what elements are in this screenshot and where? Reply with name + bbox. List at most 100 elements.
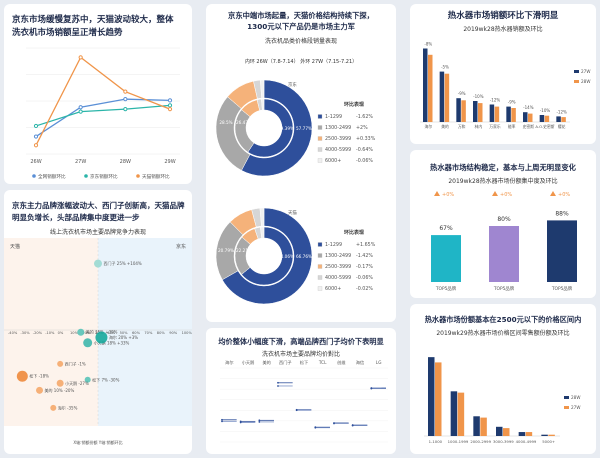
share-bar [450,391,458,436]
outer-label: 28.5% [219,120,232,125]
share-bar [428,357,435,436]
sales-bar [561,117,566,122]
x-tick-label: 海尔 [425,124,433,129]
legend-change: -0.17% [356,264,373,270]
outer-ring-slice [260,79,265,99]
card-title: 热水器市场销额环比下滑明显 [447,11,559,21]
card-price-structure: 京东中端市场起量，天猫价格结构持续下探， 1300元以下产品仍是市场主力军 洗衣… [206,4,396,322]
card-market-trend: 京东市场缓慢复苏中，天猫波动较大，整体 洗衣机市场销额呈正增长趋势 26W 27W… [4,4,192,184]
inner-label: 22.21% [236,248,252,253]
sales-bar [478,103,483,122]
card-title: 热水器市场结构稳定，基本与上周无明显变化 [430,163,576,172]
x-tick-label: 80% [157,331,166,335]
legend-name: 1-1299 [325,242,342,248]
up-arrow-icon [492,191,498,196]
donut-tag: 天猫 [288,209,297,216]
sales-bar [556,116,561,122]
legend-swatch [317,286,323,291]
sales-bar [544,115,550,122]
bubble-label: 海尔 -35% [58,404,78,410]
outer-label: 57.77% [296,126,312,131]
sales-bar [528,113,533,122]
concentration-bar [547,220,577,282]
jd-tag: 京东 [176,243,186,250]
data-point [78,55,83,60]
price-point [277,385,279,387]
x-tick-label: 小天鹅 [242,359,255,366]
card-title-line2: 洗衣机市场销额呈正增长趋势 [12,28,123,38]
bubble [56,379,64,387]
up-arrow-icon [434,191,440,196]
change-label: -12% [556,109,567,114]
change-label: -8% [424,42,432,47]
bubble [36,386,44,394]
inner-ring-slice [260,226,265,239]
value-label: 67% [439,225,453,232]
legend-name: 2500-3999 [325,264,351,270]
bubble-label: 松下 7% -30% [92,376,119,382]
share-bar [525,432,533,436]
inner-label: 64.06% [278,254,294,259]
legend-label: 28W [581,79,590,84]
sales-bar [494,106,500,122]
x-tick-label: 西门子 [279,359,292,366]
outer-label: 20.79% [218,248,234,253]
legend-marker [84,174,88,178]
legend-marker [136,174,140,178]
data-point [167,107,173,112]
x-tick-label: 27W [75,159,86,165]
x-tick-label: 松下 [300,359,308,366]
x-tick-label: 50% [120,331,129,335]
x-tick-label: 海信 [356,359,364,366]
legend-swatch [564,406,569,409]
x-tick-label: TCL [318,360,327,365]
x-tick-label: 29W [164,159,175,165]
sales-bar [473,101,478,122]
change-label: +0% [442,192,454,198]
legend-change: +1.65% [356,242,376,248]
price-point [221,420,223,423]
x-tick-label: 能率 [508,124,516,129]
price-point [351,424,354,427]
legend-swatch [317,114,323,119]
sales-bar [423,48,428,122]
card-subtitle: 线上洗衣机市场主要品牌竞争力表现 [49,229,146,236]
value-label: 88% [555,210,569,217]
share-bar [480,417,487,436]
bubble [94,259,102,268]
bubble [16,370,28,382]
x-tick-label: 万家乐 [489,124,501,129]
price-point [221,418,223,421]
donut-tag: 京东 [288,81,297,88]
bubble-chart: 天猫京东-40%-30%-20%-10%0%10%20%30%40%50%60%… [4,238,192,445]
bubble [84,376,91,383]
x-tick-label: 林内 [475,124,483,129]
x-tick-label: 70% [144,331,153,335]
x-tick-label: 90% [169,331,178,335]
change-label: -10% [473,94,484,99]
inner-ring-slice [241,226,294,286]
legend-label: 京东销额环比 [90,173,118,180]
legend-name: 1300-2499 [325,253,351,259]
legend-label: 全网销额环比 [38,173,66,180]
change-label: +0% [558,192,570,198]
bubble-label: 美的 10% -20% [45,387,75,393]
price-point [333,422,335,425]
value-label: 80% [497,216,511,223]
change-label: -14% [523,105,534,110]
card-title-line2: 明显负增长，头部品牌集中度更进一步 [12,213,140,222]
card-heater-price: 热水器市场份额基本在2500元以下的价格区间内 2019wk29热水器市场价格区… [410,304,596,454]
legend-change: -0.02% [356,286,373,292]
price-point [370,387,373,390]
x-tick-label: 美的 [262,359,270,366]
bubble [50,404,57,411]
x-tick-label: 3000-3999 [493,439,514,444]
price-point [258,419,261,422]
share-bar [548,434,555,436]
ring-range-label: 内环 26W（7.8-7.14） 外环 27W（7.15-7.21） [244,59,358,65]
bubble [57,360,64,367]
series-line [35,56,171,146]
bubble [83,338,93,348]
legend-change: +0.33% [356,136,376,142]
legend-swatch [317,253,323,258]
